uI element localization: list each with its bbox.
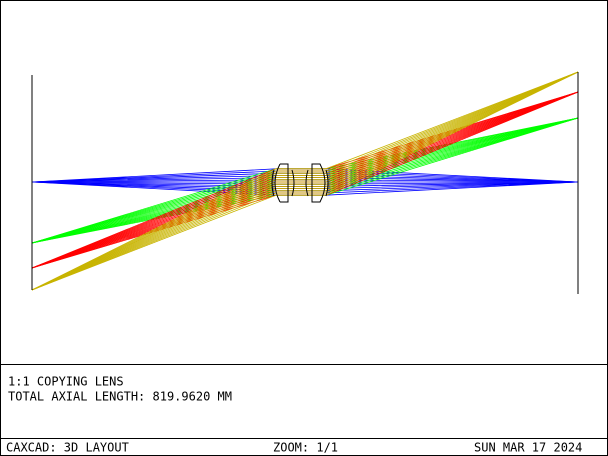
ray [31,71,579,291]
lens-surface [271,169,275,197]
ray [31,71,579,291]
lens-surface [291,169,295,197]
lens-elements [271,163,329,203]
ray [31,71,579,291]
lens-surface [325,169,329,197]
zoom-label: ZOOM: 1/1 [273,441,338,455]
ray [31,71,579,291]
ray [31,71,579,291]
ray [31,71,579,291]
ray [31,71,579,291]
program-label: CAXCAD: 3D LAYOUT [6,441,129,455]
ray [31,71,579,291]
ray [31,71,579,291]
ray-trace [31,71,579,291]
lens-surface [311,163,326,203]
lens-surface [274,163,281,203]
lens-title: 1:1 COPYING LENS [8,375,124,389]
date-label: SUN MAR 17 2024 [474,441,582,455]
lens-surface [305,169,309,197]
axial-length: TOTAL AXIAL LENGTH: 819.9620 MM [8,390,232,404]
ray [31,71,579,291]
lens-surface [280,163,289,203]
ray [31,71,579,291]
ray [31,71,579,291]
ray [31,71,579,291]
